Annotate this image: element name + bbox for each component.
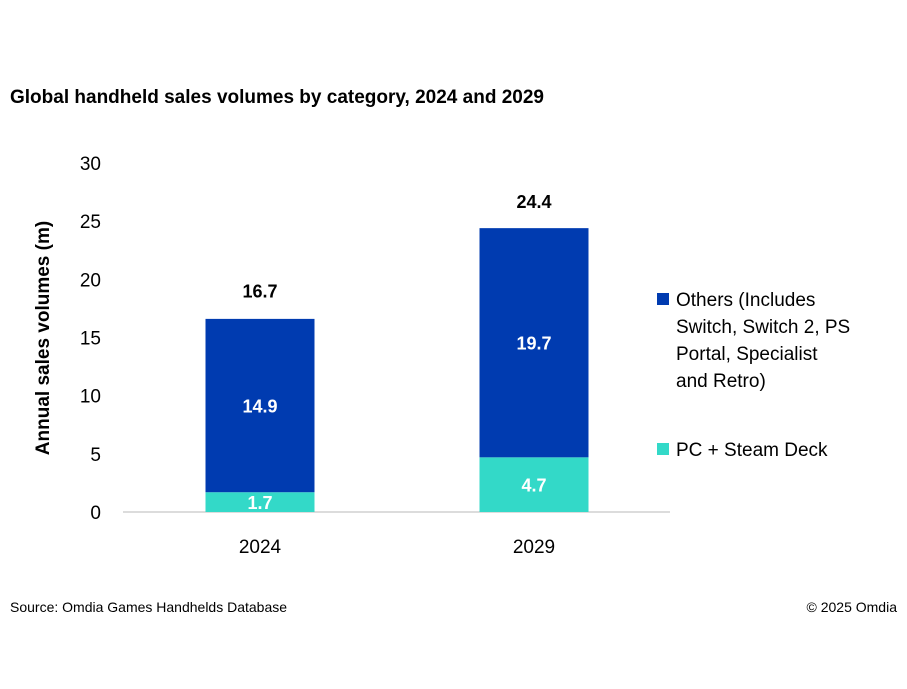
bar-segment [205, 318, 315, 493]
bar-segment [205, 492, 315, 512]
y-tick-label: 25 [80, 212, 101, 233]
data-label: 1.7 [247, 493, 272, 513]
x-tick-label: 2029 [513, 537, 555, 558]
y-tick-label: 30 [80, 154, 101, 175]
y-tick-label: 10 [80, 387, 101, 408]
legend-swatch-others [657, 293, 669, 305]
legend-label-others: and Retro) [676, 371, 766, 392]
chart-title: Global handheld sales volumes by categor… [10, 87, 544, 108]
data-label: 14.9 [242, 397, 277, 417]
y-tick-label: 5 [90, 445, 101, 466]
legend-label-others: Switch, Switch 2, PS [676, 317, 850, 338]
x-tick-label: 2024 [239, 537, 282, 558]
total-label: 24.4 [516, 192, 551, 212]
data-label: 4.7 [521, 476, 546, 496]
y-axis-label: Annual sales volumes (m) [33, 221, 54, 455]
bar-segment [479, 457, 589, 512]
legend-label-pc: PC + Steam Deck [676, 440, 828, 461]
legend-label-others: Portal, Specialist [676, 344, 818, 365]
data-label: 19.7 [516, 334, 551, 354]
y-tick-label: 0 [90, 503, 101, 524]
copyright: © 2025 Omdia [807, 599, 898, 615]
total-label: 16.7 [242, 282, 277, 302]
legend-label-others: Others (Includes [676, 290, 815, 311]
y-tick-label: 15 [80, 329, 101, 350]
bar-segment [479, 228, 589, 458]
y-tick-label: 20 [80, 270, 101, 291]
legend-swatch-pc [657, 443, 669, 455]
source-note: Source: Omdia Games Handhelds Database [10, 599, 287, 615]
